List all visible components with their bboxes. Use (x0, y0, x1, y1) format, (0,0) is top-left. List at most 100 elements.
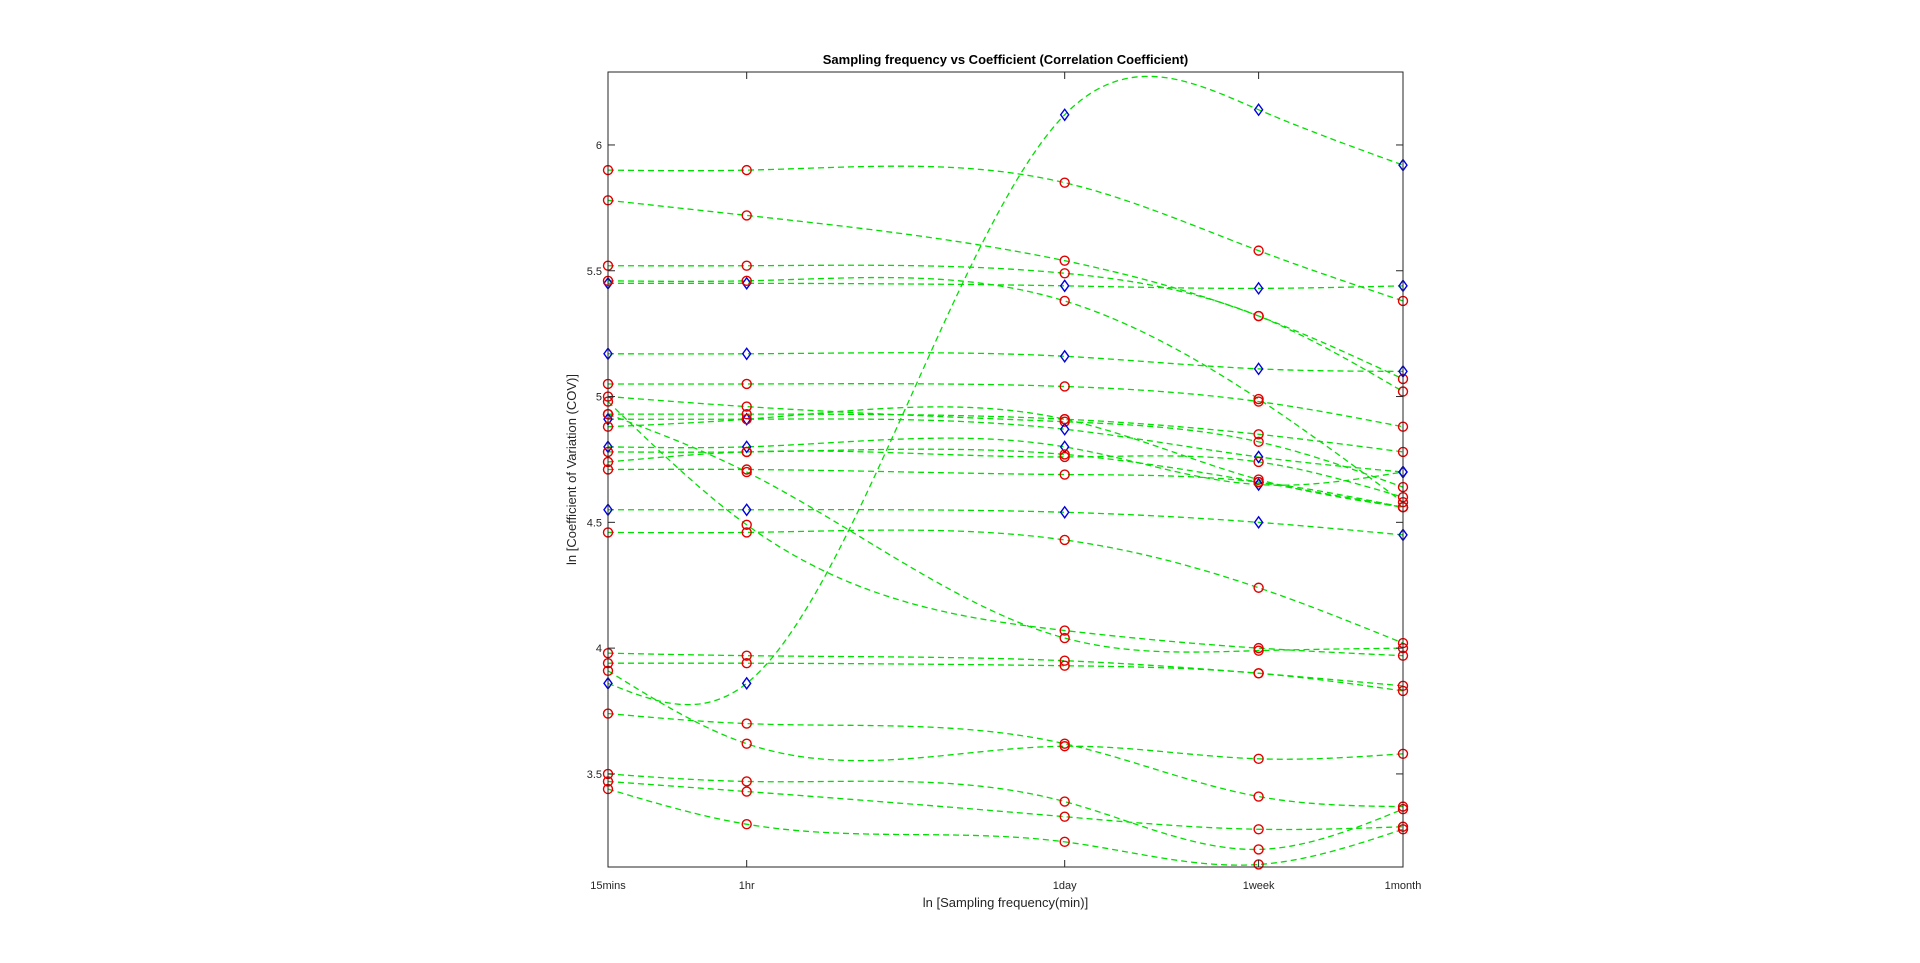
data-point-4-4 (1253, 281, 1264, 296)
data-point-11-2 (741, 413, 752, 425)
x-tick-label: 1month (1385, 880, 1422, 892)
data-point-26-3 (1059, 811, 1070, 822)
data-point-19-2 (741, 466, 752, 478)
y-tick-label: 4 (596, 643, 602, 655)
data-point-6-4 (1253, 362, 1264, 376)
chart-title: Sampling frequency vs Coefficient (Corre… (823, 52, 1189, 67)
series-line-14 (608, 450, 1403, 498)
data-point-5-2 (741, 275, 752, 287)
data-point-24-3 (1059, 738, 1070, 749)
data-point-1-3 (1059, 177, 1070, 188)
data-point-17-2 (741, 519, 752, 531)
series-line-12 (608, 437, 1403, 486)
data-point-4-3 (1059, 279, 1070, 293)
data-point-3-2 (741, 260, 752, 271)
series-line-22 (608, 75, 1403, 706)
data-point-26-2 (741, 786, 752, 797)
x-axis-label: ln [Sampling frequency(min)] (923, 895, 1088, 910)
data-point-25-3 (1059, 796, 1070, 807)
data-point-18-4 (1253, 582, 1264, 593)
series-layer (608, 75, 1403, 866)
y-tick-label: 5 (596, 392, 602, 404)
data-point-3-4 (1253, 310, 1264, 322)
series-line-21 (608, 662, 1403, 692)
data-point-23-4 (1253, 753, 1264, 765)
x-tick-label: 1day (1053, 880, 1077, 892)
data-point-3-3 (1059, 268, 1070, 279)
data-point-7-2 (741, 378, 752, 390)
data-point-15-3 (1059, 469, 1070, 480)
data-point-16-3 (1059, 505, 1070, 519)
series-line-16 (608, 509, 1403, 536)
series-line-23 (608, 670, 1403, 762)
data-point-4-2 (741, 276, 752, 291)
data-point-24-2 (741, 718, 752, 729)
series-line-8 (608, 395, 1403, 488)
data-point-10-2 (741, 408, 752, 420)
x-tick-label: 15mins (590, 880, 626, 892)
data-point-23-2 (741, 738, 752, 749)
data-point-10-4 (1253, 429, 1264, 440)
data-point-6-2 (741, 347, 752, 361)
data-point-1-2 (741, 164, 752, 176)
x-axis: 15mins 1hr 1day 1week 1month (590, 72, 1421, 892)
data-point-14-2 (741, 446, 752, 458)
data-point-2-2 (741, 210, 752, 221)
data-point-14-4 (1253, 456, 1264, 468)
series-line-2 (608, 199, 1403, 380)
data-point-22-2 (741, 676, 752, 691)
axes-box (607, 71, 1404, 868)
data-point-8-4 (1253, 436, 1264, 448)
y-tick-label: 4.5 (587, 517, 602, 529)
series-line-17 (608, 401, 1403, 657)
data-point-6-3 (1059, 349, 1070, 363)
data-point-18-3 (1059, 534, 1070, 546)
data-point-27-2 (741, 819, 752, 830)
data-point-9-4 (1253, 450, 1264, 464)
series-line-26 (608, 780, 1403, 831)
y-tick-label: 5.5 (587, 266, 602, 278)
data-point-2-3 (1059, 255, 1070, 266)
data-point-25-4 (1253, 844, 1264, 855)
data-point-5-3 (1059, 295, 1070, 307)
data-point-27-3 (1059, 836, 1070, 848)
data-point-1-4 (1253, 245, 1264, 256)
data-point-15-4 (1253, 476, 1264, 488)
data-point-16-4 (1253, 515, 1264, 530)
data-point-7-4 (1253, 396, 1264, 407)
x-tick-label: 1hr (739, 880, 755, 892)
data-point-9-3 (1059, 422, 1070, 436)
data-point-22-3 (1059, 108, 1070, 122)
data-point-21-3 (1059, 660, 1070, 671)
data-point-14-3 (1059, 451, 1070, 463)
y-tick-label: 3.5 (587, 769, 602, 781)
plot-area (608, 72, 1403, 867)
data-point-21-2 (741, 658, 752, 669)
data-point-12-4 (1253, 477, 1264, 492)
series-line-27 (608, 788, 1403, 866)
series-line-7 (608, 383, 1403, 428)
series-line-25 (608, 773, 1403, 851)
data-point-20-3 (1059, 655, 1070, 666)
series-line-4 (608, 282, 1403, 290)
series-line-10 (608, 413, 1403, 453)
y-axis: 3.5 4 4.5 5 5.5 6 (587, 140, 1403, 781)
y-tick-label: 6 (596, 140, 602, 152)
data-point-17-3 (1059, 625, 1070, 636)
series-line-18 (608, 529, 1403, 644)
data-point-22-4 (1253, 103, 1264, 117)
y-axis-label: ln [Coefficient of Variation (COV)] (564, 374, 579, 565)
data-point-19-4 (1253, 645, 1264, 656)
data-point-12-2 (741, 440, 752, 454)
series-line-19 (608, 413, 1403, 653)
data-point-16-2 (741, 503, 752, 517)
data-point-20-2 (741, 650, 752, 661)
series-line-24 (608, 712, 1403, 808)
data-point-7-3 (1059, 381, 1070, 392)
series-line-6 (608, 352, 1403, 373)
data-point-24-4 (1253, 791, 1264, 802)
series-line-5 (608, 276, 1403, 503)
series-line-1 (608, 165, 1403, 302)
data-point-27-4 (1253, 859, 1264, 870)
